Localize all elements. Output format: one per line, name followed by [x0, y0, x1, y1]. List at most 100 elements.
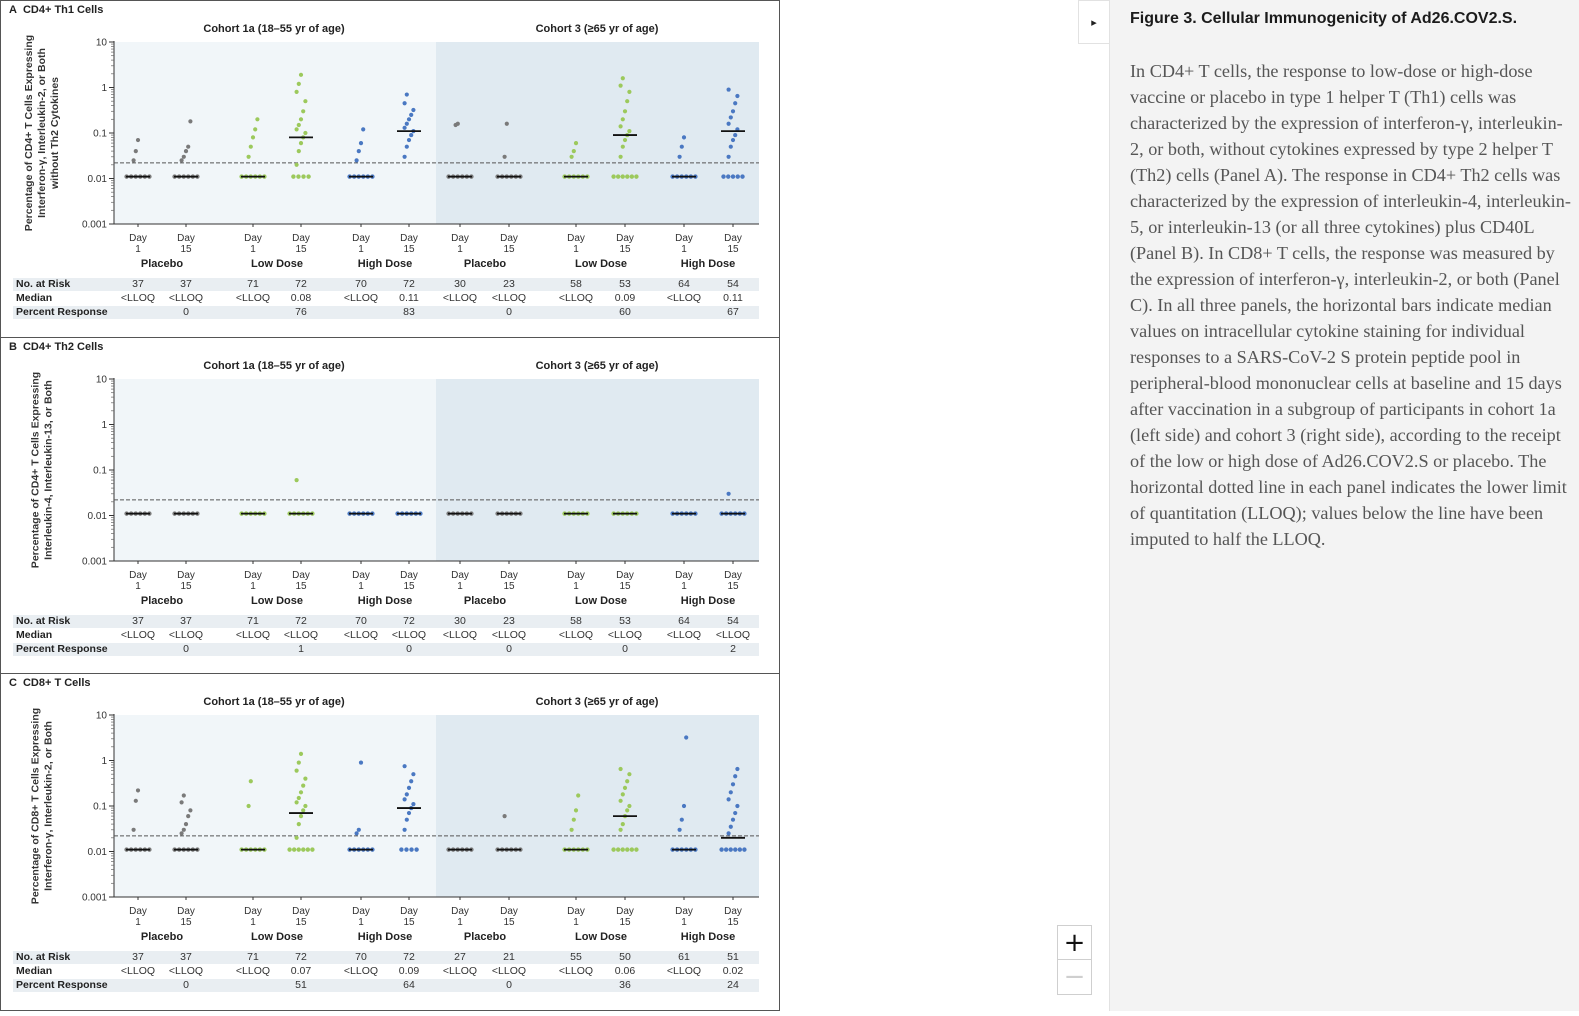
row-no-at-risk-value: 37 — [132, 278, 144, 290]
caption-toggle-button[interactable]: ▸ — [1078, 0, 1109, 44]
data-point — [399, 847, 404, 852]
table-row-shade — [13, 643, 759, 656]
row-no-at-risk-value: 70 — [355, 951, 367, 963]
x-tick-day-number: 1 — [250, 581, 256, 592]
data-point — [625, 808, 630, 813]
y-tick-label: 1 — [101, 420, 107, 431]
data-point — [135, 137, 141, 143]
data-point — [133, 149, 138, 154]
x-tick-day-number: 15 — [619, 917, 631, 928]
data-point — [726, 831, 731, 836]
row-no-at-risk-value: 71 — [247, 615, 259, 627]
row-median-value: <LLOQ — [443, 965, 477, 977]
row-no-at-risk-value: 27 — [454, 951, 466, 963]
row-median-value: <LLOQ — [236, 965, 270, 977]
zoom-in-button[interactable]: + — [1057, 925, 1092, 960]
row-no-at-risk-value: 30 — [454, 278, 466, 290]
x-tick-day-number: 1 — [573, 244, 579, 255]
data-point — [402, 797, 407, 802]
x-tick-day-number: 1 — [135, 917, 141, 928]
figure-caption-title: Figure 3. Cellular Immunogenicity of Ad2… — [1130, 10, 1518, 27]
data-point — [181, 154, 186, 159]
data-point — [618, 766, 623, 772]
x-tick-day-number: 1 — [681, 244, 687, 255]
panel-letter: B — [9, 341, 17, 353]
x-tick-day-word: Day — [616, 233, 634, 244]
x-tick-day-number: 15 — [180, 917, 192, 928]
x-tick-day-word: Day — [675, 233, 693, 244]
x-tick-day-number: 15 — [403, 581, 415, 592]
row-no-at-risk-value: 50 — [619, 951, 631, 963]
y-axis-label: without Th2 Cytokines — [49, 77, 61, 190]
data-point — [409, 132, 414, 138]
data-point — [354, 158, 359, 163]
data-point — [576, 793, 581, 798]
data-point — [305, 847, 311, 852]
data-point — [303, 803, 308, 809]
row-percent-response-value: 51 — [295, 979, 307, 991]
data-point — [726, 491, 731, 496]
row-percent-response-value: 83 — [403, 306, 415, 318]
figure-viewer: A CD4+ Th1 Cells Cohort 1a (18–55 yr of ag… — [0, 0, 1092, 1011]
data-point — [406, 137, 412, 143]
row-no-at-risk-value: 54 — [727, 278, 739, 290]
data-point — [296, 122, 301, 128]
data-point — [728, 847, 733, 852]
data-point — [298, 140, 304, 146]
data-point — [625, 99, 630, 104]
data-point — [298, 790, 304, 795]
data-point — [406, 117, 412, 122]
panel-heading: A CD4+ Th1 Cells — [9, 4, 103, 16]
data-point — [291, 174, 296, 179]
y-tick-label: 1 — [101, 756, 107, 767]
y-tick-label: 10 — [96, 38, 108, 49]
data-point — [404, 817, 409, 822]
data-point — [294, 89, 299, 95]
x-tick-day-word: Day — [500, 906, 518, 917]
data-point — [719, 847, 724, 852]
data-point — [411, 107, 416, 113]
data-point — [726, 121, 731, 126]
data-point — [414, 847, 419, 852]
data-point — [737, 847, 743, 852]
data-point — [404, 792, 409, 797]
row-median-value: 0.06 — [615, 965, 636, 977]
table-row-shade — [13, 306, 759, 319]
x-tick-day-number: 15 — [180, 581, 192, 592]
x-tick-day-word: Day — [451, 906, 469, 917]
data-point — [248, 779, 253, 784]
row-median-value: 0.09 — [399, 965, 420, 977]
data-point — [740, 174, 745, 179]
row-percent-response-value: 0 — [183, 643, 189, 655]
row-percent-response-value: 64 — [403, 979, 415, 991]
data-point — [183, 822, 189, 827]
data-point — [301, 808, 306, 813]
data-point — [625, 847, 630, 852]
x-tick-day-word: Day — [292, 906, 310, 917]
data-point — [625, 174, 630, 179]
data-point — [303, 130, 308, 136]
data-point — [179, 800, 184, 805]
data-point — [733, 101, 738, 106]
x-tick-day-word: Day — [352, 906, 370, 917]
data-point — [573, 808, 579, 813]
row-median-value: <LLOQ — [169, 965, 203, 977]
data-point — [728, 115, 733, 120]
data-point — [296, 847, 301, 852]
data-point — [571, 149, 576, 154]
group-label: Low Dose — [251, 595, 303, 607]
data-point — [733, 132, 738, 138]
row-percent-response-value: 24 — [727, 979, 739, 991]
x-tick-day-word: Day — [244, 233, 262, 244]
row-no-at-risk-value: 37 — [180, 278, 192, 290]
data-point — [627, 89, 632, 95]
zoom-out-button[interactable]: − — [1057, 960, 1092, 995]
data-point — [358, 140, 364, 146]
group-label: Placebo — [141, 258, 183, 270]
row-median-value: <LLOQ — [667, 292, 701, 304]
y-tick-label: 0.1 — [93, 802, 107, 813]
row-no-at-risk-value: 30 — [454, 615, 466, 627]
group-label: Placebo — [141, 931, 183, 943]
group-label: High Dose — [358, 931, 412, 943]
x-tick-day-word: Day — [400, 906, 418, 917]
